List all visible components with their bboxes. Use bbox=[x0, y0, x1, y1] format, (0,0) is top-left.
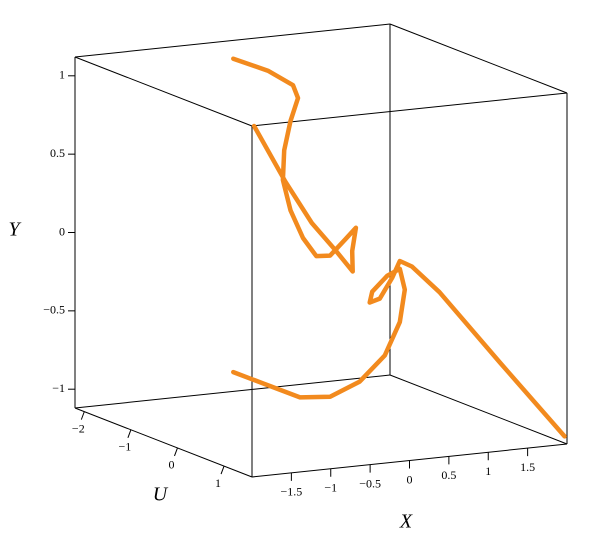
z-axis-label: U bbox=[153, 484, 169, 506]
curve bbox=[231, 258, 567, 439]
z-tick-label: 0 bbox=[168, 458, 174, 472]
box-edge bbox=[389, 23, 568, 94]
z-tick bbox=[80, 411, 85, 420]
z-tick bbox=[220, 465, 225, 475]
x-tick-label: −1.5 bbox=[280, 485, 302, 499]
y-tick-label: 1 bbox=[59, 68, 65, 82]
box-edge bbox=[74, 407, 253, 478]
box-edge bbox=[74, 23, 391, 58]
z-tick-label: −1 bbox=[119, 440, 132, 454]
curve bbox=[231, 56, 359, 274]
box-edge bbox=[74, 374, 391, 409]
x-tick-label: −1 bbox=[324, 481, 337, 495]
y-axis-label: Y bbox=[8, 219, 21, 241]
z-tick bbox=[174, 447, 178, 457]
y-tick-label: 0.5 bbox=[50, 146, 65, 160]
z-tick bbox=[127, 429, 132, 438]
x-tick-label: 1 bbox=[485, 464, 491, 478]
x-tick-label: 1.5 bbox=[520, 460, 535, 474]
box-edge bbox=[74, 56, 253, 127]
x-tick-label: 0.5 bbox=[441, 468, 456, 482]
box-edge bbox=[251, 92, 568, 127]
x-tick-label: 0 bbox=[407, 472, 413, 486]
y-tick-label: −0.5 bbox=[43, 303, 65, 317]
y-tick-label: 0 bbox=[59, 224, 65, 238]
z-tick-label: −2 bbox=[72, 421, 85, 435]
z-tick-label: 1 bbox=[215, 476, 221, 490]
box-edge bbox=[389, 374, 568, 445]
y-tick-label: −1 bbox=[52, 381, 65, 395]
x-axis-label: X bbox=[399, 511, 413, 533]
x-tick-label: −0.5 bbox=[359, 476, 381, 490]
